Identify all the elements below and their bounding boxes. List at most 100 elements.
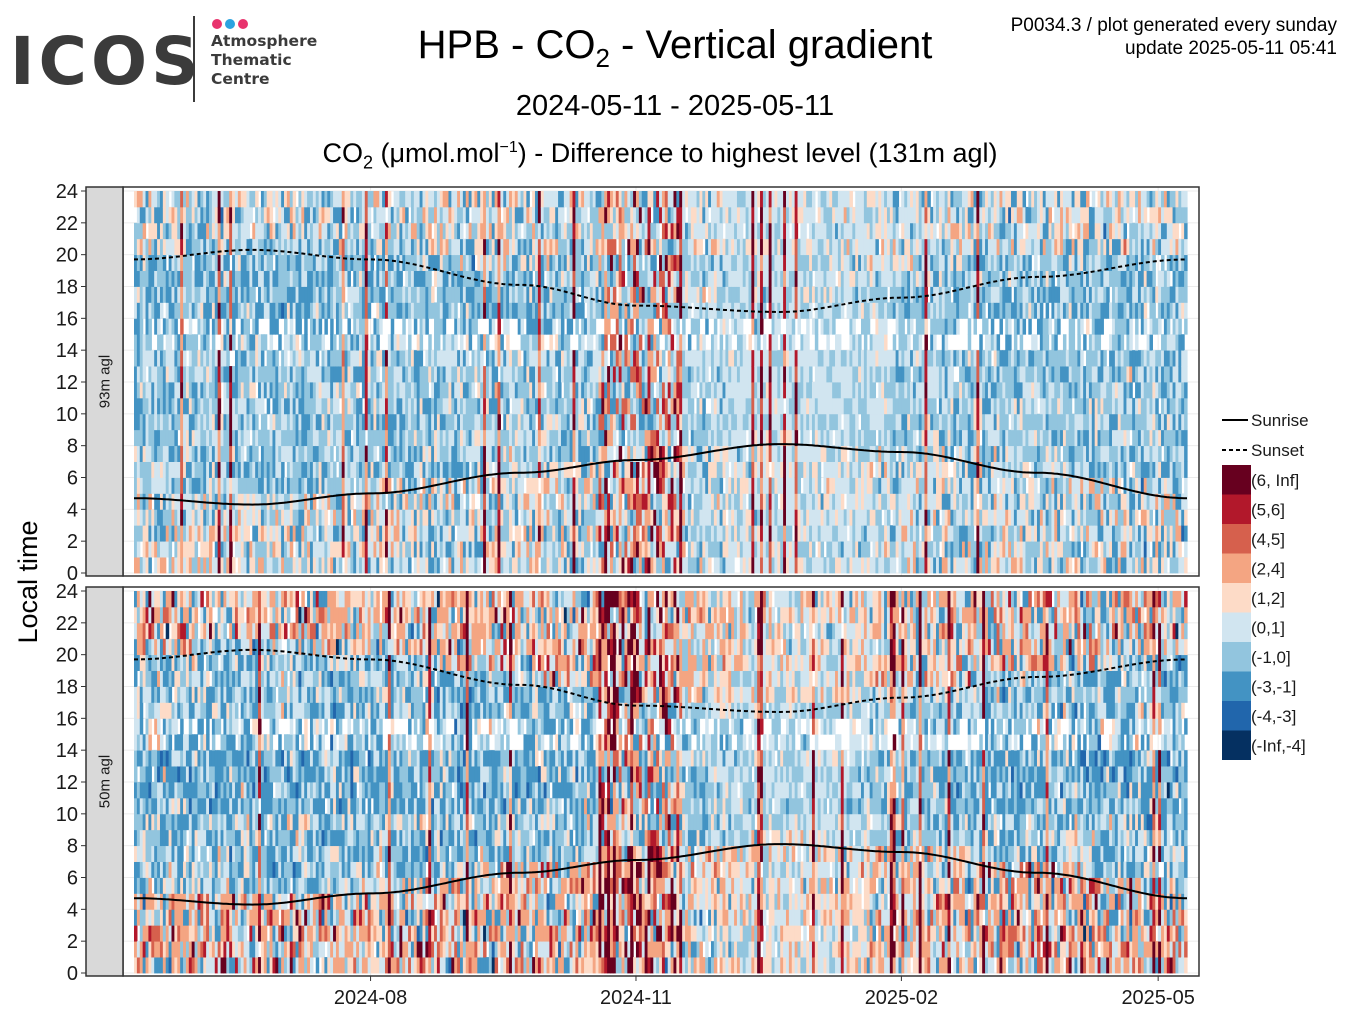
heat-cell <box>589 461 594 478</box>
heat-cell <box>627 461 631 478</box>
plot-label-superscript: −1 <box>499 139 518 156</box>
heat-cell <box>284 254 288 271</box>
heat-cell <box>393 286 398 303</box>
heat-cell <box>748 222 752 240</box>
heat-cell <box>356 270 360 287</box>
heat-cell <box>635 191 640 208</box>
heat-cell <box>154 541 158 558</box>
heat-cell <box>318 238 323 256</box>
heat-cell <box>540 541 545 558</box>
heat-cell <box>318 366 323 383</box>
heat-cell <box>442 429 447 447</box>
heat-cell <box>656 334 660 351</box>
heat-cell <box>656 286 660 303</box>
heat-cell <box>286 366 291 383</box>
heat-cell <box>457 222 461 240</box>
heat-cell <box>434 206 438 224</box>
heat-cell <box>511 413 516 431</box>
heat-cell <box>174 413 178 431</box>
heat-cell <box>641 206 646 224</box>
heat-cell <box>696 541 701 558</box>
heat-cell <box>194 413 199 431</box>
heat-cell <box>292 350 297 367</box>
heat-cell <box>612 461 617 478</box>
heat-cell <box>647 222 651 240</box>
heat-cell <box>685 493 689 510</box>
heat-cell <box>361 557 366 574</box>
heat-cell <box>321 493 325 510</box>
heat-cell <box>477 429 481 447</box>
heat-cell <box>618 350 623 367</box>
heat-cell <box>581 206 585 224</box>
heat-cell <box>713 254 718 271</box>
heat-cell <box>416 206 421 224</box>
heat-cell <box>356 366 360 383</box>
heat-cell <box>211 191 216 208</box>
heat-cell <box>258 525 262 542</box>
heat-cell <box>422 525 426 542</box>
heat-cell <box>142 413 147 431</box>
heat-cell <box>214 429 219 447</box>
heat-cell <box>560 350 565 367</box>
heat-cell <box>757 541 761 558</box>
heat-cell <box>607 382 611 399</box>
heat-cell <box>760 366 764 383</box>
heat-cell <box>511 445 516 462</box>
heat-cell <box>546 397 551 415</box>
heat-cell <box>408 191 412 208</box>
heat-cell <box>200 477 204 494</box>
heat-cell <box>748 477 752 494</box>
heat-cell <box>537 397 542 415</box>
heat-cell <box>428 493 432 510</box>
heat-cell <box>635 525 640 542</box>
heat-cell <box>154 525 158 542</box>
heat-cell <box>506 286 510 303</box>
heat-cell <box>188 366 193 383</box>
heat-cell <box>624 350 628 367</box>
heat-cell <box>520 238 525 256</box>
heat-cell <box>601 541 605 558</box>
heat-cell <box>555 541 559 558</box>
heat-cell <box>659 238 663 256</box>
heat-cell <box>572 222 576 240</box>
heat-cell <box>168 525 173 542</box>
heat-cell <box>693 509 698 526</box>
heat-cell <box>607 541 611 558</box>
heat-cell <box>468 413 473 431</box>
heat-cell <box>174 461 178 478</box>
heat-cell <box>728 334 732 351</box>
heat-cell <box>696 461 701 478</box>
heat-cell <box>578 525 582 542</box>
heat-cell <box>451 557 455 574</box>
heat-cell <box>526 397 530 415</box>
heat-cell <box>667 191 672 208</box>
heat-cell <box>558 397 562 415</box>
heat-cell <box>246 413 250 431</box>
heat-cell <box>563 191 568 208</box>
heat-cell <box>540 525 545 542</box>
heat-cell <box>416 429 421 447</box>
heat-cell <box>702 206 706 224</box>
heat-cell <box>361 445 366 462</box>
heat-cell <box>719 366 724 383</box>
heat-cell <box>627 397 631 415</box>
heat-cell <box>292 366 297 383</box>
heat-cell <box>693 254 698 271</box>
heat-cell <box>644 286 649 303</box>
heat-cell <box>673 238 677 256</box>
heat-cell <box>217 477 222 494</box>
heat-cell <box>566 191 571 208</box>
heat-cell <box>157 238 161 256</box>
heat-cell <box>220 429 225 447</box>
heat-cell <box>575 445 579 462</box>
heat-cell <box>480 222 484 240</box>
heat-cell <box>549 525 553 542</box>
heat-cell <box>295 270 300 287</box>
heat-cell <box>321 191 325 208</box>
heat-cell <box>503 413 507 431</box>
heat-cell <box>523 286 527 303</box>
heat-cell <box>526 334 530 351</box>
heat-cell <box>439 445 444 462</box>
heat-cell <box>240 509 245 526</box>
heat-cell <box>497 525 501 542</box>
